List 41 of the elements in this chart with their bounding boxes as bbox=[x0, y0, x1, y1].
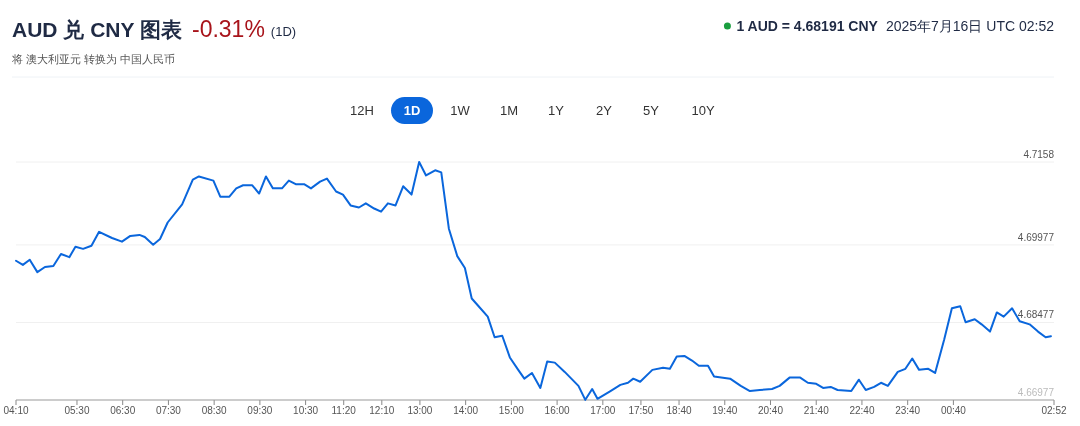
text: 1 AUD = 4.68191 CNY bbox=[736, 18, 879, 34]
text: 1M bbox=[499, 103, 519, 118]
text: 1D bbox=[403, 103, 421, 118]
y-tick-label: 4.69977 bbox=[1017, 231, 1055, 243]
chart-title: AUD 兑 CNY 图表 bbox=[12, 18, 182, 41]
x-tick-label: 02:52 bbox=[1041, 405, 1067, 416]
x-tick-label: 18:40 bbox=[666, 405, 692, 416]
text: (1D) bbox=[270, 24, 297, 39]
text: 5Y bbox=[643, 103, 660, 118]
text: 2025年7月16日 UTC 02:52 bbox=[885, 18, 1055, 34]
chart-subtitle: 将 澳大利亚元 转换为 中国人民币 bbox=[11, 53, 176, 65]
x-tick-label: 15:00 bbox=[498, 405, 525, 416]
text: 1W bbox=[450, 103, 471, 118]
x-tick-label: 04:10 bbox=[3, 405, 29, 416]
y-tick-label: 4.7158 bbox=[1023, 149, 1055, 160]
x-tick-label: 22:40 bbox=[849, 405, 875, 416]
text: 12H bbox=[350, 103, 374, 118]
x-tick-label: 14:00 bbox=[453, 405, 479, 416]
x-tick-label: 00:40 bbox=[940, 405, 967, 416]
x-tick-label: 09:30 bbox=[247, 405, 273, 416]
x-tick-label: 10:30 bbox=[293, 405, 319, 416]
y-tick-label: 4.66977 bbox=[1017, 387, 1055, 398]
text: -0.31% bbox=[191, 16, 265, 42]
x-tick-label: 06:30 bbox=[110, 405, 136, 416]
y-tick-label: 4.68477 bbox=[1017, 309, 1055, 321]
text: 2Y bbox=[596, 103, 613, 118]
x-tick-label: 20:40 bbox=[757, 405, 784, 416]
x-tick-label: 12:10 bbox=[369, 405, 395, 416]
x-tick-label: 17:50 bbox=[628, 405, 654, 416]
x-tick-label: 08:30 bbox=[201, 405, 228, 416]
x-tick-label: 16:00 bbox=[544, 405, 571, 416]
x-tick-label: 19:40 bbox=[712, 405, 738, 416]
x-tick-label: 17:00 bbox=[590, 405, 616, 416]
text: 1Y bbox=[548, 103, 565, 118]
x-tick-label: 13:00 bbox=[407, 405, 433, 416]
x-tick-label: 23:40 bbox=[895, 405, 921, 416]
text: 10Y bbox=[691, 103, 715, 118]
x-tick-label: 11:20 bbox=[331, 405, 357, 416]
x-tick-label: 05:30 bbox=[64, 405, 90, 416]
x-tick-label: 07:30 bbox=[155, 405, 182, 416]
x-tick-label: 21:40 bbox=[803, 405, 830, 416]
